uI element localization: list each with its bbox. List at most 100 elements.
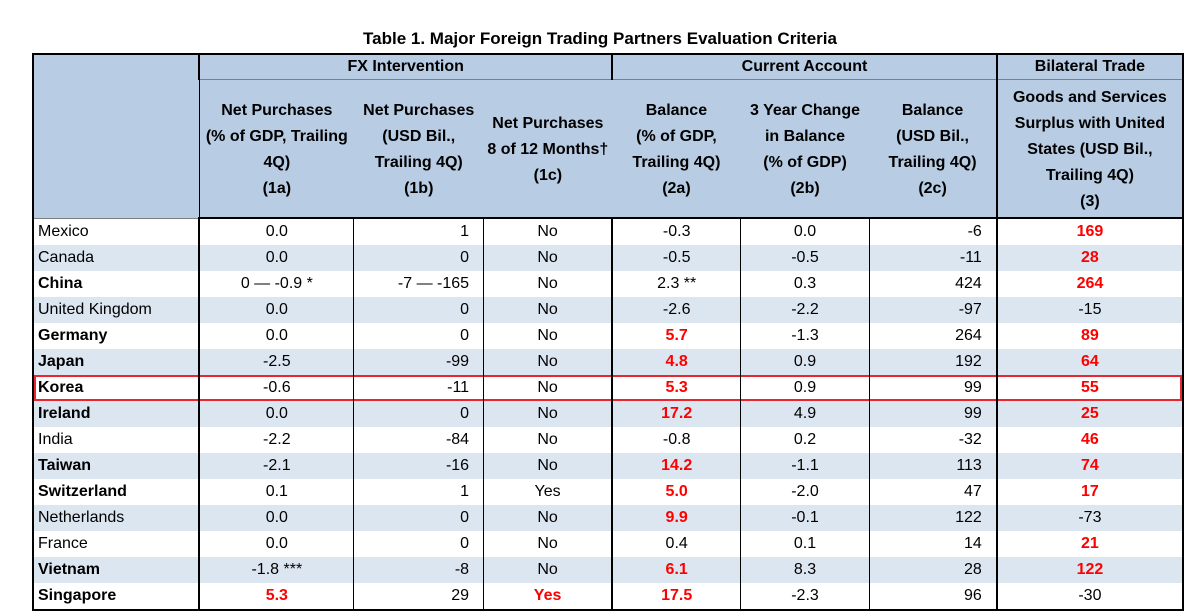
cell-c1a: 0.0 [198,505,355,531]
cell-c1c: No [483,531,613,557]
cell-c1b: 0 [353,531,485,557]
country-cell: Singapore [31,583,200,611]
cell-c2a: -0.8 [611,427,742,453]
evaluation-criteria-table: FX Intervention Current Account Bilatera… [31,53,1185,611]
cell-c1b: 0 [353,297,485,323]
cell-c2b: -0.5 [740,245,870,271]
cell-c2c: 113 [868,453,998,479]
cell-c1a: 0.0 [198,218,355,245]
cell-c2c: 192 [868,349,998,375]
country-cell: Japan [31,349,200,375]
cell-c2a: 6.1 [611,557,742,583]
country-cell: France [31,531,200,557]
country-cell: India [31,427,200,453]
cell-c2c: -32 [868,427,998,453]
country-cell: Mexico [31,218,200,245]
cell-c1b: -8 [353,557,485,583]
cell-c3: 21 [995,531,1185,557]
cell-c1c: No [483,401,613,427]
cell-c2a: -0.3 [611,218,742,245]
cell-c3: 28 [995,245,1185,271]
cell-c2a: -0.5 [611,245,742,271]
cell-c2b: -2.0 [740,479,870,505]
cell-c2b: 8.3 [740,557,870,583]
cell-c3: 74 [995,453,1185,479]
cell-c1c: No [483,323,613,349]
cell-c2c: -11 [868,245,998,271]
cell-c2c: 96 [868,583,998,611]
country-header-cell [31,53,200,219]
cell-c1c: No [483,505,613,531]
cell-c2c: -6 [868,218,998,245]
col-1c-header: Net Purchases 8 of 12 Months† (1c) [483,79,613,219]
col-2c-header: Balance (USD Bil., Trailing 4Q) (2c) [869,79,997,219]
cell-c2b: 0.0 [740,218,870,245]
cell-c3: 89 [995,323,1185,349]
cell-c1c: No [483,427,613,453]
col-3-header: Goods and Services Surplus with United Sta… [995,79,1185,219]
cell-c1a: 0.0 [198,245,355,271]
cell-c2c: 28 [868,557,998,583]
cell-c1a: 0.1 [198,479,355,505]
group-current-account: Current Account [611,53,998,80]
cell-c1b: 0 [353,245,485,271]
cell-c3: 25 [995,401,1185,427]
cell-c1a: 0 — -0.9 * [198,271,355,297]
cell-c2b: 4.9 [740,401,870,427]
cell-c2a: 4.8 [611,349,742,375]
cell-c1c: No [483,271,613,297]
country-cell: China [31,271,200,297]
cell-c3: -73 [995,505,1185,531]
table-row: Mexico 0.0 1 No -0.3 0.0 -6 169 [31,218,1185,245]
cell-c2a: 17.5 [611,583,742,611]
cell-c1b: 1 [353,479,485,505]
cell-c2a: 5.3 [611,375,742,401]
cell-c1c: Yes [483,583,613,611]
cell-c2a: 9.9 [611,505,742,531]
table-row: Germany 0.0 0 No 5.7 -1.3 264 89 [31,323,1185,349]
cell-c2b: -0.1 [740,505,870,531]
cell-c1b: -11 [353,375,485,401]
cell-c3: 17 [995,479,1185,505]
table-row: Canada 0.0 0 No -0.5 -0.5 -11 28 [31,245,1185,271]
cell-c2c: 122 [868,505,998,531]
cell-c2b: -1.3 [740,323,870,349]
country-cell: Taiwan [31,453,200,479]
cell-c3: 46 [995,427,1185,453]
cell-c1a: -2.5 [198,349,355,375]
cell-c1b: 29 [353,583,485,611]
cell-c2c: 99 [868,375,998,401]
cell-c1a: -1.8 *** [198,557,355,583]
cell-c2a: 17.2 [611,401,742,427]
group-fx-intervention: FX Intervention [198,53,613,80]
cell-c2b: -2.2 [740,297,870,323]
cell-c1a: 0.0 [198,323,355,349]
cell-c3: 169 [995,218,1185,245]
table-title: Table 1. Major Foreign Trading Partners … [363,29,837,48]
cell-c2b: -1.1 [740,453,870,479]
country-cell: Canada [31,245,200,271]
table-row: Switzerland 0.1 1 Yes 5.0 -2.0 47 17 [31,479,1185,505]
cell-c1b: -84 [353,427,485,453]
cell-c1b: 0 [353,323,485,349]
cell-c1b: 0 [353,505,485,531]
cell-c1a: -2.2 [198,427,355,453]
cell-c1b: -7 — -165 [353,271,485,297]
cell-c1a: -2.1 [198,453,355,479]
cell-c3: -15 [995,297,1185,323]
table-row: United Kingdom 0.0 0 No -2.6 -2.2 -97 -15 [31,297,1185,323]
table-row: Taiwan -2.1 -16 No 14.2 -1.1 113 74 [31,453,1185,479]
cell-c2c: 14 [868,531,998,557]
cell-c2a: 0.4 [611,531,742,557]
cell-c2a: 5.7 [611,323,742,349]
cell-c1a: 5.3 [198,583,355,611]
country-cell: United Kingdom [31,297,200,323]
country-cell: Germany [31,323,200,349]
cell-c1c: No [483,453,613,479]
cell-c2b: 0.3 [740,271,870,297]
cell-c2c: 424 [868,271,998,297]
col-2b-header: 3 Year Change in Balance (% of GDP) (2b) [740,79,870,219]
col-2a-header: Balance (% of GDP, Trailing 4Q) (2a) [612,79,741,219]
country-cell: Korea [31,375,200,401]
cell-c2b: 0.9 [740,349,870,375]
